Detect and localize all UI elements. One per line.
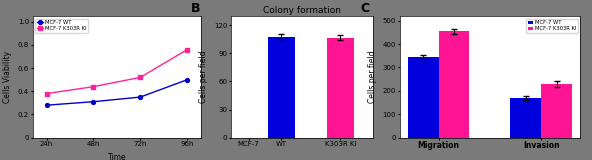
Title: Colony formation: Colony formation bbox=[263, 6, 341, 15]
Y-axis label: Cells per field: Cells per field bbox=[200, 51, 208, 103]
MCF-7 WT bbox=[137, 96, 144, 98]
MCF-7 WT bbox=[43, 104, 50, 106]
Bar bbox=[327, 37, 354, 138]
MCF-7 WT bbox=[90, 101, 97, 103]
Bar bbox=[439, 31, 469, 138]
Bar bbox=[268, 37, 295, 138]
Line: MCF-7 WT: MCF-7 WT bbox=[44, 78, 189, 107]
Line: MCF-7 K303R KI: MCF-7 K303R KI bbox=[44, 48, 189, 96]
X-axis label: Time: Time bbox=[108, 153, 126, 160]
Legend: MCF-7 WT, MCF-7 K303R KI: MCF-7 WT, MCF-7 K303R KI bbox=[35, 19, 88, 33]
Text: C: C bbox=[360, 2, 369, 15]
Bar bbox=[510, 98, 541, 138]
MCF-7 K303R KI bbox=[43, 93, 50, 95]
Bar bbox=[408, 57, 439, 138]
MCF-7 K303R KI bbox=[184, 49, 191, 51]
Bar bbox=[541, 84, 572, 138]
MCF-7 K303R KI bbox=[90, 86, 97, 88]
Y-axis label: Cells per field: Cells per field bbox=[368, 51, 377, 103]
Y-axis label: Cells Viability: Cells Viability bbox=[4, 51, 12, 103]
MCF-7 WT bbox=[184, 79, 191, 81]
Text: B: B bbox=[191, 2, 201, 15]
Legend: MCF-7 WT, MCF-7 K303R KI: MCF-7 WT, MCF-7 K303R KI bbox=[526, 19, 578, 33]
MCF-7 K303R KI bbox=[137, 76, 144, 78]
